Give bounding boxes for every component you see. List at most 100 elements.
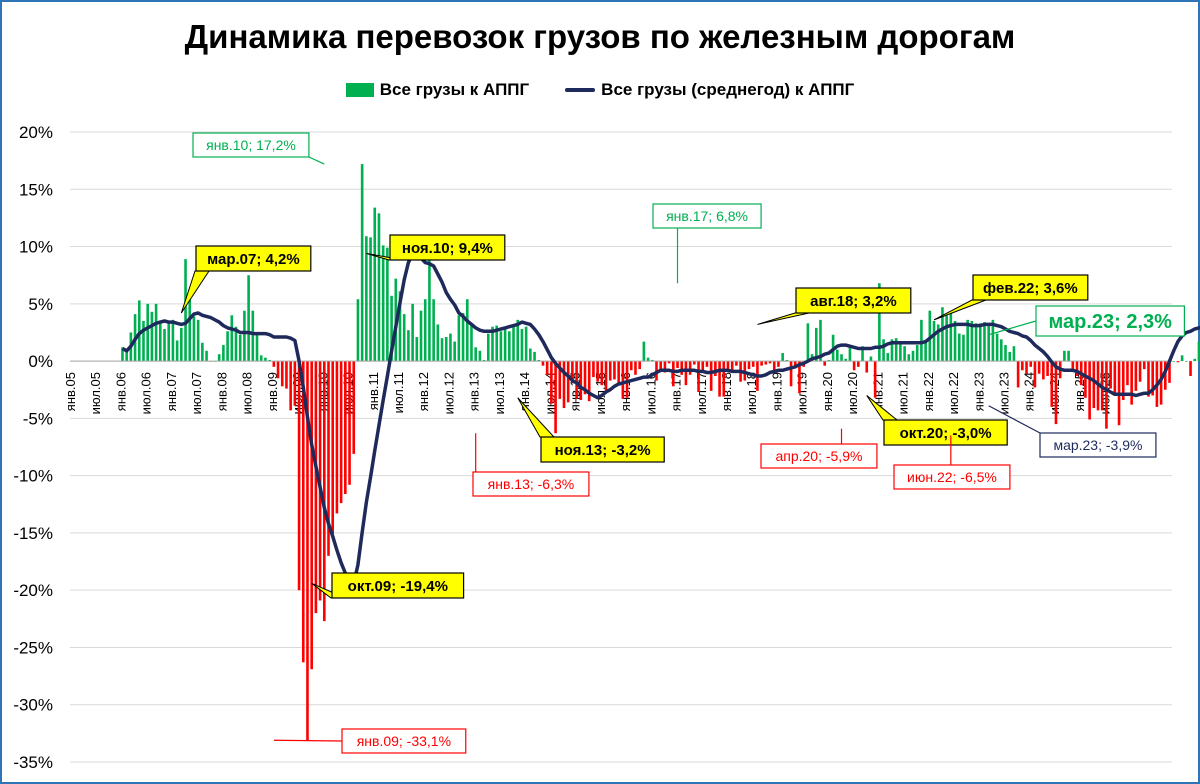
callout-box bbox=[389, 234, 506, 261]
bar bbox=[297, 361, 301, 591]
bar bbox=[478, 350, 482, 362]
x-tick-label: янв.08 bbox=[214, 372, 229, 411]
bar bbox=[1037, 361, 1041, 374]
bar bbox=[781, 353, 784, 362]
bar bbox=[1193, 358, 1197, 362]
bar bbox=[226, 331, 229, 362]
data-label: янв.17; 6,8% bbox=[666, 208, 748, 224]
x-tick-label: янв.06 bbox=[113, 372, 128, 411]
data-label: янв.09; -33,1% bbox=[357, 733, 451, 749]
bar bbox=[1185, 361, 1188, 362]
bar bbox=[137, 300, 141, 362]
bar bbox=[541, 361, 545, 366]
y-tick-label: 0% bbox=[28, 352, 53, 371]
x-tick-label: июл.13 bbox=[492, 372, 507, 414]
data-label: мар.23; -3,9% bbox=[1053, 437, 1142, 453]
bar bbox=[768, 361, 772, 364]
data-label: окт.09; -19,4% bbox=[348, 578, 448, 595]
bar bbox=[554, 361, 557, 434]
callout-leader bbox=[757, 312, 810, 325]
bar bbox=[663, 361, 667, 373]
bar bbox=[537, 359, 541, 362]
bar bbox=[1025, 361, 1028, 374]
bar bbox=[1000, 339, 1003, 362]
bar bbox=[634, 361, 637, 375]
bar bbox=[285, 361, 288, 389]
data-label: апр.20; -5,9% bbox=[775, 448, 862, 464]
bar bbox=[705, 361, 709, 367]
bar bbox=[718, 361, 721, 397]
bar bbox=[201, 342, 204, 362]
bar bbox=[348, 361, 351, 485]
callout-box bbox=[883, 419, 1008, 446]
bar bbox=[583, 361, 587, 395]
bar bbox=[243, 310, 246, 362]
bar bbox=[819, 319, 822, 362]
y-tick-label: 15% bbox=[19, 180, 53, 199]
bar bbox=[945, 315, 948, 362]
bar bbox=[180, 327, 183, 362]
bar bbox=[1021, 361, 1024, 371]
bar bbox=[587, 361, 591, 402]
bar bbox=[440, 338, 444, 362]
bar bbox=[907, 354, 911, 362]
bar bbox=[869, 356, 873, 362]
bar bbox=[306, 361, 309, 741]
callout-box bbox=[760, 443, 878, 469]
y-tick-label: 5% bbox=[28, 295, 53, 314]
callout-box bbox=[192, 132, 310, 158]
bar bbox=[836, 349, 839, 362]
y-tick-label: -30% bbox=[13, 696, 53, 715]
bar bbox=[222, 345, 225, 362]
bar bbox=[167, 321, 171, 362]
bar bbox=[1012, 346, 1016, 362]
bar bbox=[486, 333, 490, 362]
bar bbox=[533, 351, 536, 362]
callout-box bbox=[195, 245, 312, 272]
bar bbox=[709, 361, 713, 391]
bar bbox=[1168, 361, 1171, 383]
bar bbox=[352, 361, 356, 454]
x-tick-label: янв.09 bbox=[265, 372, 280, 411]
bar bbox=[184, 259, 187, 362]
x-tick-label: июл.17 bbox=[694, 372, 709, 414]
legend-label-bars: Все грузы к АППГ bbox=[379, 80, 530, 99]
bar bbox=[508, 331, 511, 362]
y-tick-label: -35% bbox=[13, 753, 53, 772]
bar bbox=[205, 350, 208, 362]
bar bbox=[722, 361, 726, 397]
bar bbox=[512, 325, 515, 362]
bar bbox=[415, 337, 419, 362]
bar bbox=[680, 361, 684, 375]
bar bbox=[432, 299, 435, 362]
data-label: янв.10; 17,2% bbox=[206, 137, 296, 153]
bar bbox=[192, 316, 196, 362]
data-label: авг.18; 3,2% bbox=[810, 293, 897, 310]
bar bbox=[293, 361, 297, 406]
x-tick-label: июл.08 bbox=[240, 372, 255, 414]
bar bbox=[453, 341, 456, 362]
bar bbox=[600, 361, 604, 386]
bar bbox=[760, 361, 763, 366]
bar bbox=[1113, 361, 1117, 395]
bar bbox=[121, 347, 124, 362]
bar bbox=[457, 315, 461, 362]
bar bbox=[369, 237, 372, 362]
bar bbox=[814, 327, 818, 362]
bar bbox=[331, 361, 335, 535]
bar bbox=[1088, 361, 1091, 420]
bar bbox=[920, 319, 923, 362]
bar bbox=[146, 303, 149, 362]
bar bbox=[592, 361, 595, 378]
x-tick-label: июл.05 bbox=[88, 372, 103, 414]
bar bbox=[798, 361, 801, 394]
bar bbox=[978, 323, 982, 362]
bar bbox=[962, 334, 965, 362]
bar bbox=[491, 326, 494, 362]
bar bbox=[890, 339, 894, 362]
x-tick-label: янв.05 bbox=[63, 372, 78, 411]
legend-swatch-line bbox=[565, 88, 596, 92]
bar bbox=[1075, 361, 1079, 376]
bar bbox=[1126, 361, 1129, 386]
